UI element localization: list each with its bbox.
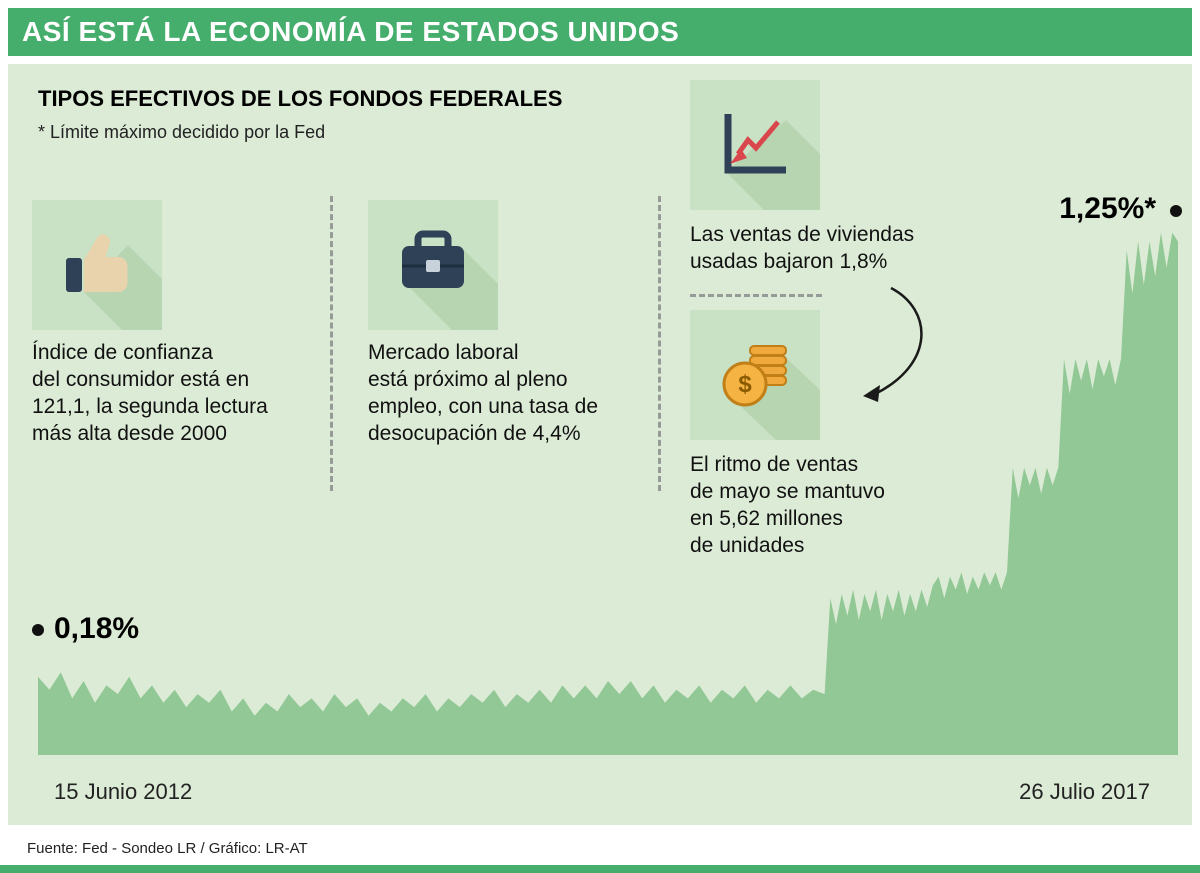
fact-card-sales-pace: $ xyxy=(690,310,820,440)
fact-text-sales-pace: El ritmo de ventas de mayo se mantuvo en… xyxy=(690,453,885,557)
fact-text-labor: Mercado laboral está próximo al pleno em… xyxy=(368,341,598,445)
header-bar: ASÍ ESTÁ LA ECONOMÍA DE ESTADOS UNIDOS xyxy=(8,8,1192,56)
section-title: TIPOS EFECTIVOS DE LOS FONDOS FEDERALES xyxy=(38,86,563,111)
end-value-dot xyxy=(1170,205,1182,217)
fed-funds-area-chart xyxy=(38,232,1178,755)
x-axis-start-label: 15 Junio 2012 xyxy=(54,779,193,804)
curved-arrow-icon xyxy=(863,286,923,402)
thumbs-up-icon xyxy=(66,234,162,330)
section-note: * Límite máximo decidido por la Fed xyxy=(38,122,326,142)
coins-icon: $ xyxy=(722,345,820,440)
x-axis-end-label: 26 Julio 2017 xyxy=(1019,779,1150,804)
divider-vertical-2 xyxy=(658,196,661,491)
area-polygon xyxy=(38,232,1178,755)
start-value-dot xyxy=(32,624,44,636)
briefcase-icon xyxy=(402,230,498,330)
divider-vertical-1 xyxy=(330,196,333,491)
content-panel: TIPOS EFECTIVOS DE LOS FONDOS FEDERALES … xyxy=(8,64,1192,825)
fact-card-home-sales xyxy=(690,80,820,210)
chart-down-icon xyxy=(724,114,820,210)
fact-card-labor xyxy=(368,200,498,330)
source-credit: Fuente: Fed - Sondeo LR / Gráfico: LR-AT xyxy=(27,840,308,857)
end-value-label: 1,25%* xyxy=(1059,192,1156,225)
divider-horizontal xyxy=(690,294,822,297)
bottom-strip xyxy=(0,865,1200,873)
start-value-label: 0,18% xyxy=(54,612,140,645)
fact-text-confidence: Índice de confianza del consumidor está … xyxy=(32,341,268,445)
page-title: ASÍ ESTÁ LA ECONOMÍA DE ESTADOS UNIDOS xyxy=(22,16,680,47)
svg-text:$: $ xyxy=(738,371,752,398)
fact-text-home-sales: Las ventas de viviendas usadas bajaron 1… xyxy=(690,223,915,273)
fact-card-confidence xyxy=(32,200,162,330)
